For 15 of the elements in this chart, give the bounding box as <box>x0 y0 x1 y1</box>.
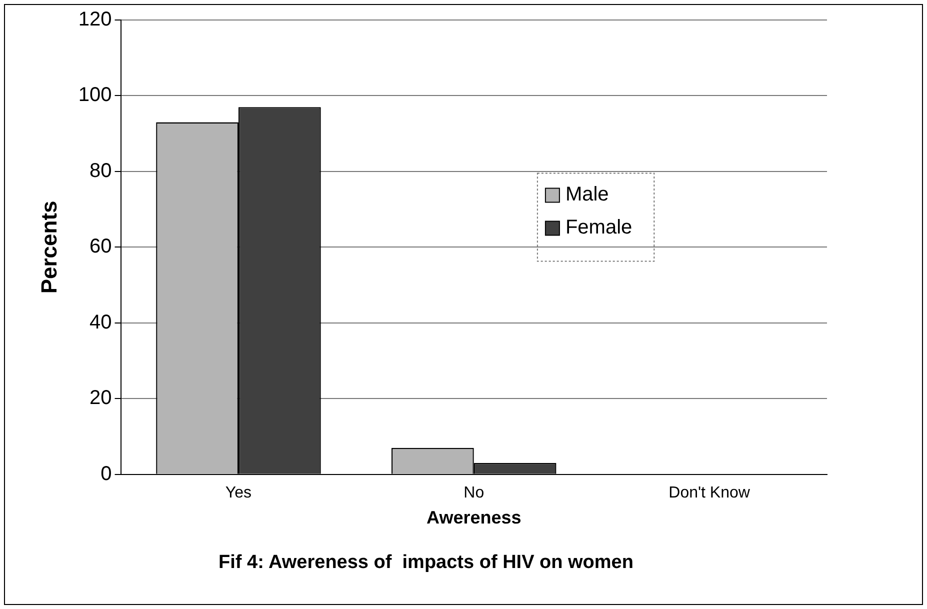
y-tick-label: 120 <box>78 8 112 31</box>
y-tick-label: 20 <box>90 387 112 410</box>
x-tick-label: Yes <box>225 484 252 502</box>
legend-label: Female <box>565 216 632 239</box>
y-tick-label: 60 <box>90 236 112 258</box>
text: Fif 4: Awereness of impacts of HIV on women <box>218 552 634 573</box>
y-tick-label: 80 <box>90 160 112 182</box>
x-tick-label: Don't Know <box>668 484 750 502</box>
x-tick-label: No <box>464 484 484 502</box>
legend-label: Male <box>565 184 609 206</box>
y-tick-label: 40 <box>90 311 112 334</box>
y-tick-label: 0 <box>100 462 112 485</box>
x-axis-title: Awereness <box>426 507 522 528</box>
y-tick-label: 100 <box>78 84 112 106</box>
y-axis-title: Percents <box>36 200 62 294</box>
